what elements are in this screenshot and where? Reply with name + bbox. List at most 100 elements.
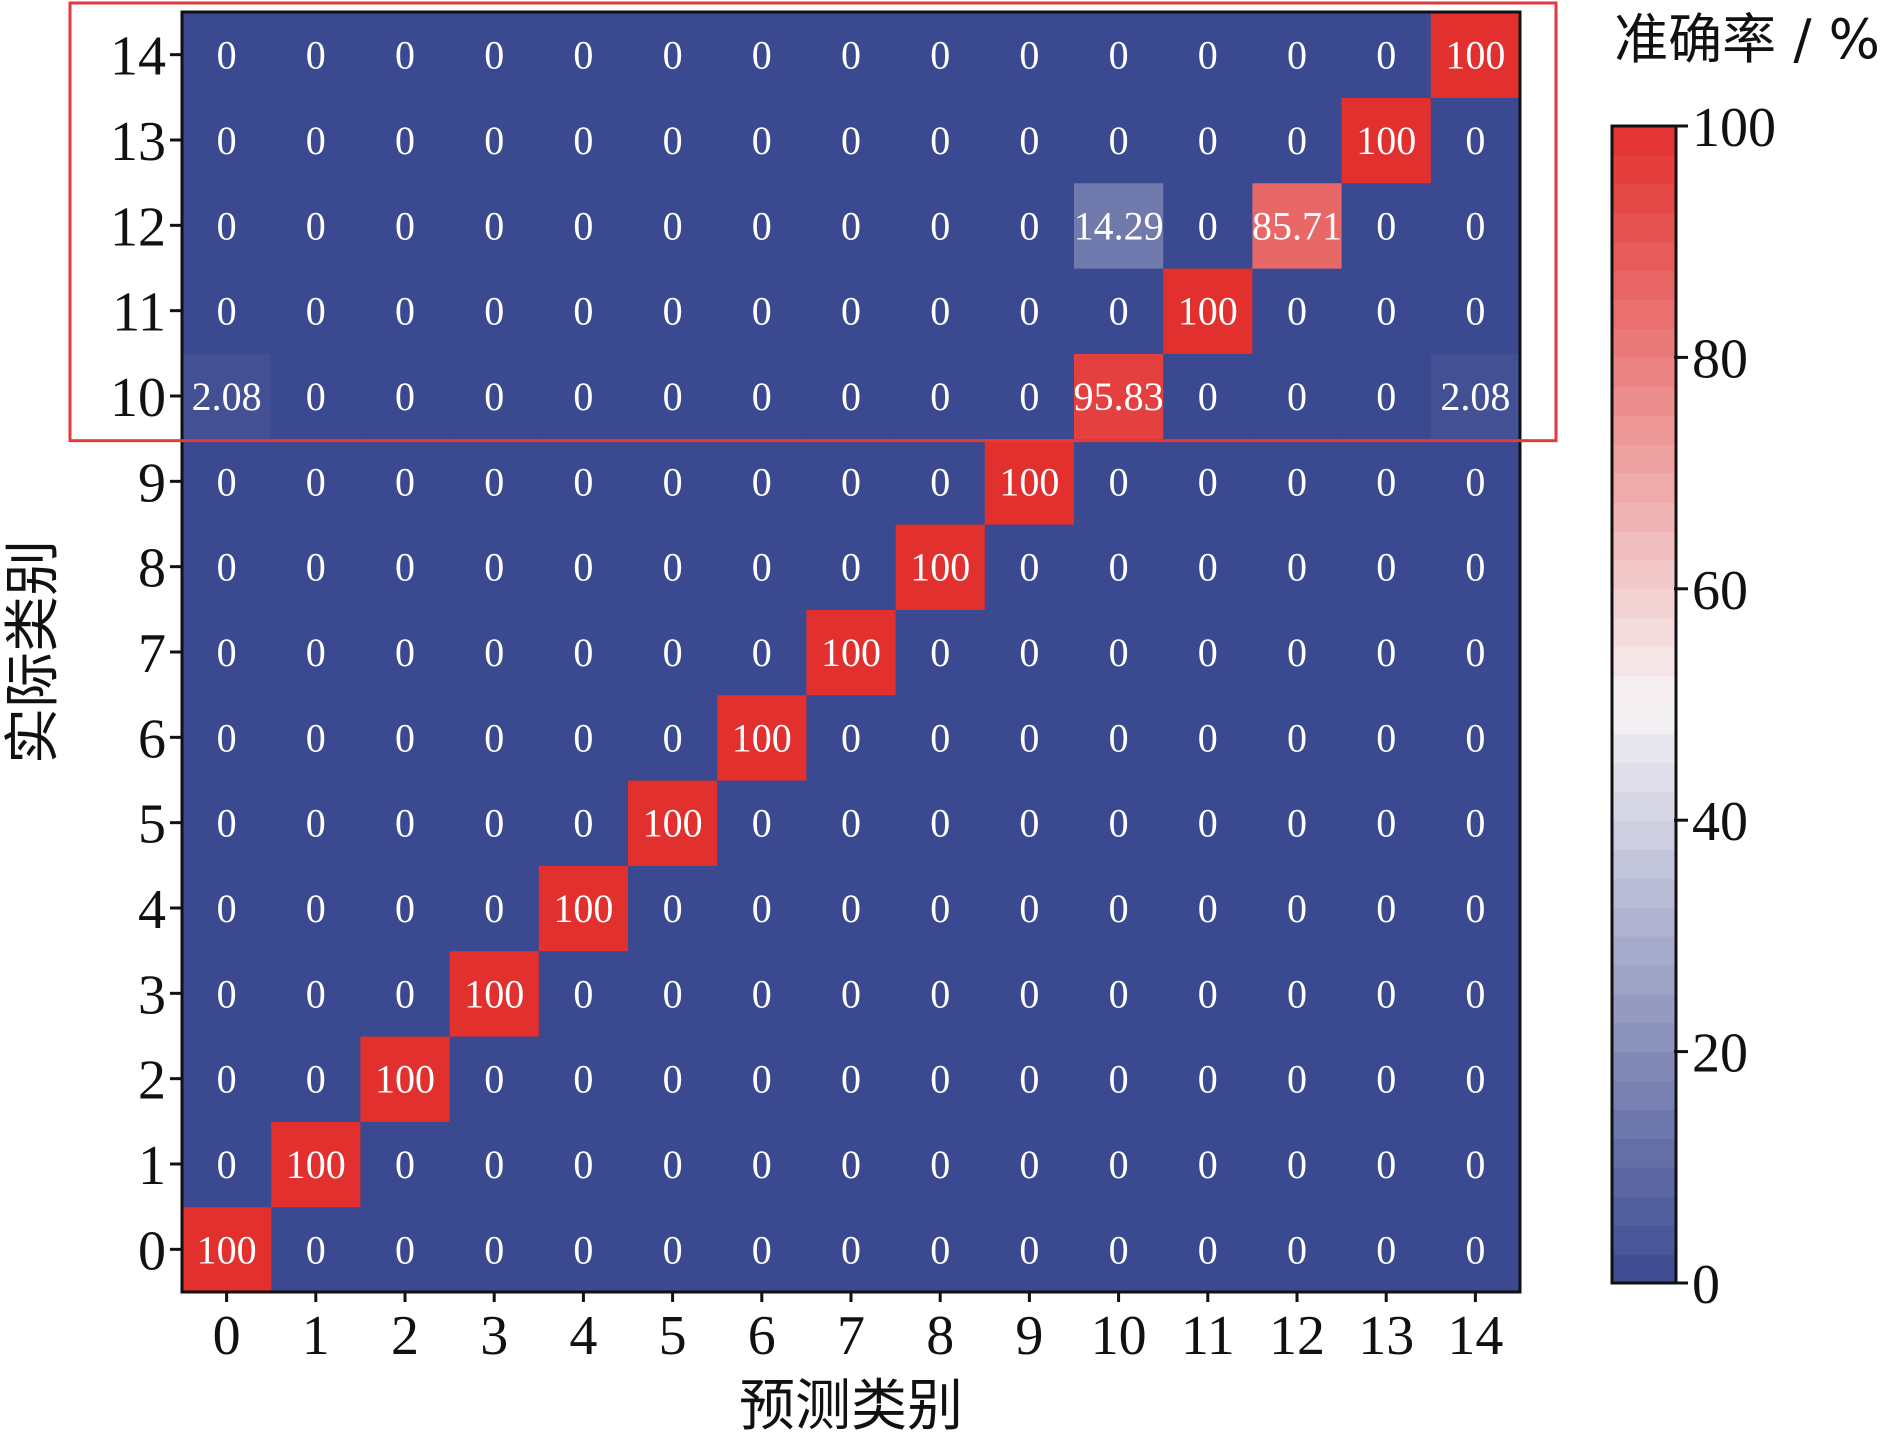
cell-value-label: 0 xyxy=(663,545,683,590)
heatmap-cell xyxy=(360,97,451,184)
cell-value-label: 0 xyxy=(306,545,326,590)
cell-value-label: 0 xyxy=(395,1227,415,1272)
heatmap-cell xyxy=(895,609,986,696)
heatmap-cell xyxy=(1163,780,1253,866)
colorbar-segment xyxy=(1612,154,1676,185)
cell-value-label: 0 xyxy=(1198,33,1218,78)
cell-value-label: 0 xyxy=(841,886,861,931)
heatmap-cell xyxy=(628,438,718,525)
x-tick-label: 6 xyxy=(748,1305,776,1367)
heatmap-cell xyxy=(1252,1036,1343,1122)
cell-value-label: 0 xyxy=(1198,118,1218,163)
cell-value-label: 0 xyxy=(841,289,861,334)
cell-value-label: 0 xyxy=(930,203,950,248)
heatmap-cell xyxy=(271,12,361,98)
cell-value-label: 0 xyxy=(1287,1227,1307,1272)
cell-value-label: 0 xyxy=(1287,459,1307,504)
y-tick-label: 13 xyxy=(110,111,166,173)
heatmap-cell xyxy=(984,268,1075,354)
cell-value-label: 0 xyxy=(663,289,683,334)
cell-value-label: 0 xyxy=(573,971,593,1016)
heatmap-cell xyxy=(1074,353,1164,440)
heatmap-cell xyxy=(182,438,272,525)
heatmap-cell xyxy=(984,1121,1075,1208)
cell-value-label: 0 xyxy=(573,630,593,675)
heatmap-cell xyxy=(1252,865,1343,952)
cell-value-label: 0 xyxy=(573,33,593,78)
cell-value-label: 0 xyxy=(573,289,593,334)
cell-value-label: 0 xyxy=(1465,118,1485,163)
cell-value-label: 0 xyxy=(752,630,772,675)
cell-value-label: 0 xyxy=(1109,545,1129,590)
colorbar-segment xyxy=(1612,444,1676,474)
cell-value-label: 0 xyxy=(752,545,772,590)
heatmap-cell xyxy=(895,97,986,184)
heatmap-cell xyxy=(538,268,629,354)
heatmap-cell xyxy=(538,694,629,781)
cell-value-label: 0 xyxy=(1376,374,1396,419)
heatmap-cell xyxy=(1163,353,1253,440)
heatmap-cell xyxy=(628,1121,718,1208)
cell-value-label: 0 xyxy=(1465,459,1485,504)
heatmap-cell xyxy=(806,524,897,610)
colorbar-segment xyxy=(1612,415,1676,445)
heatmap-cell xyxy=(449,1121,540,1208)
cell-value-label: 100 xyxy=(286,1142,346,1187)
heatmap-cell xyxy=(628,268,718,354)
cell-value-label: 0 xyxy=(1376,1142,1396,1187)
colorbar-segment xyxy=(1612,1196,1676,1226)
colorbar-segment xyxy=(1612,530,1676,561)
heatmap-cell xyxy=(360,694,451,781)
colorbar-segment xyxy=(1612,270,1676,301)
cell-value-label: 0 xyxy=(663,203,683,248)
heatmap-cell xyxy=(1163,438,1253,525)
cell-value-label: 0 xyxy=(217,1057,237,1102)
heatmap-cell xyxy=(271,1206,361,1293)
cell-value-label: 0 xyxy=(1376,1057,1396,1102)
cell-value-label: 0 xyxy=(1198,1227,1218,1272)
heatmap-cell xyxy=(1341,438,1432,525)
heatmap-cell xyxy=(449,524,540,610)
heatmap-cell xyxy=(538,865,629,952)
y-axis-title: 实际类别 xyxy=(1,540,66,764)
cell-value-label: 0 xyxy=(930,118,950,163)
cell-value-label: 0 xyxy=(1198,545,1218,590)
cell-value-label: 0 xyxy=(930,33,950,78)
colorbar-tick-label: 40 xyxy=(1692,791,1748,853)
heatmap-cell xyxy=(806,609,897,696)
cell-value-label: 0 xyxy=(1376,630,1396,675)
heatmap-cell xyxy=(1430,780,1521,866)
heatmap-cell xyxy=(806,865,897,952)
heatmap-cell xyxy=(895,1036,986,1122)
cell-value-label: 0 xyxy=(841,801,861,846)
heatmap-cell xyxy=(449,609,540,696)
y-tick-label: 8 xyxy=(138,538,166,600)
cell-value-label: 0 xyxy=(484,886,504,931)
cell-value-label: 0 xyxy=(1287,1142,1307,1187)
cell-value-label: 0 xyxy=(217,886,237,931)
y-tick-label: 5 xyxy=(138,794,166,856)
cell-value-label: 0 xyxy=(573,118,593,163)
heatmap-cell xyxy=(271,1121,361,1208)
heatmap-cell xyxy=(360,12,451,98)
heatmap-cell xyxy=(717,950,807,1037)
colorbar-segment xyxy=(1612,935,1676,966)
heatmap-cell xyxy=(182,97,272,184)
x-tick-label: 8 xyxy=(926,1305,954,1367)
cell-value-label: 0 xyxy=(573,715,593,760)
cell-value-label: 0 xyxy=(1109,801,1129,846)
colorbar-tick-label: 100 xyxy=(1692,97,1776,159)
heatmap-cell xyxy=(895,780,986,866)
heatmap-cell xyxy=(182,1206,272,1293)
cell-value-label: 0 xyxy=(1109,1057,1129,1102)
cell-value-label: 0 xyxy=(841,374,861,419)
heatmap-cell xyxy=(538,1121,629,1208)
heatmap-cell xyxy=(984,780,1075,866)
heatmap-cell xyxy=(806,12,897,98)
cell-value-label: 0 xyxy=(752,118,772,163)
cell-value-label: 0 xyxy=(930,715,950,760)
cell-value-label: 0 xyxy=(484,801,504,846)
cell-value-label: 0 xyxy=(1465,801,1485,846)
heatmap-cell xyxy=(717,609,807,696)
heatmap-cell xyxy=(360,182,451,269)
